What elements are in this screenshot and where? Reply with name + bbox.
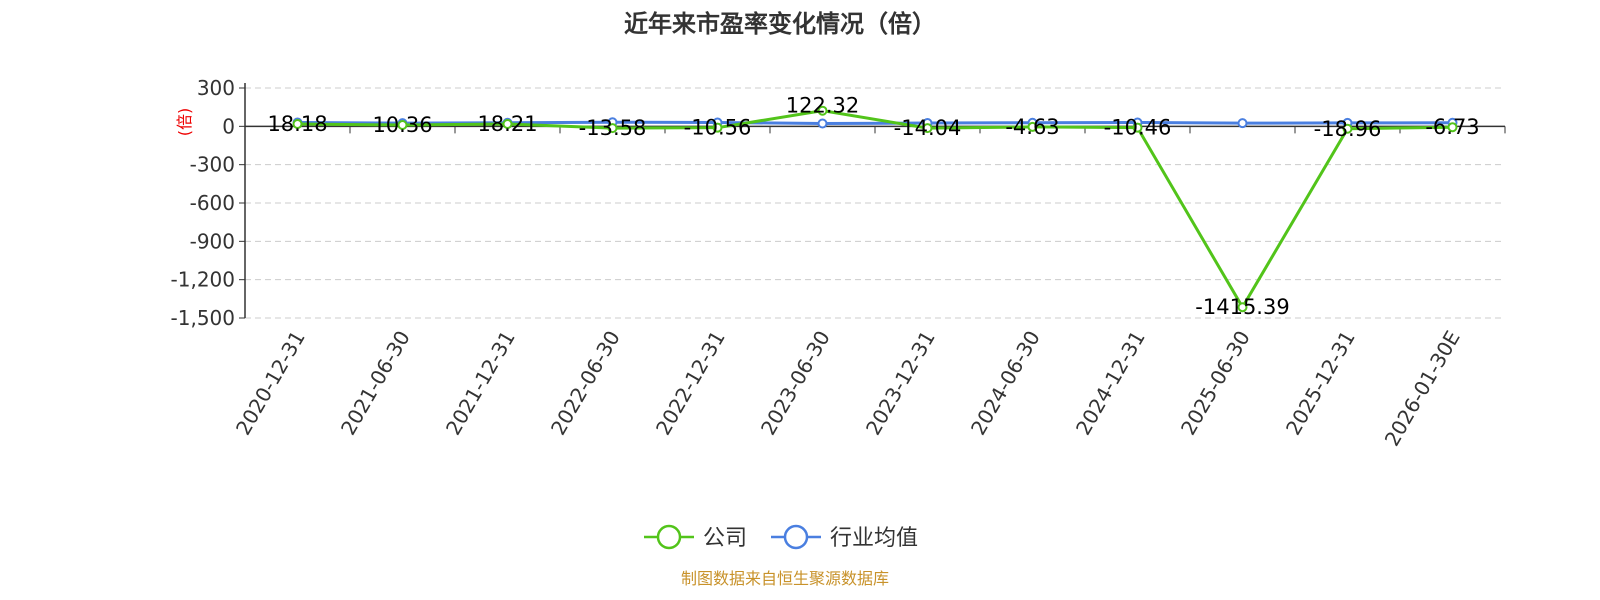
legend: 公司 行业均值 <box>644 524 918 551</box>
y-tick-label: -300 <box>190 153 235 177</box>
x-tick-label: 2023-12-31 <box>861 327 940 440</box>
data-point[interactable] <box>817 118 828 129</box>
data-label: 10.36 <box>372 113 432 137</box>
data-point[interactable] <box>1027 121 1038 132</box>
x-tick-label: 2024-06-30 <box>966 327 1045 440</box>
data-label: -4.63 <box>1005 115 1059 139</box>
data-point[interactable] <box>1237 118 1248 129</box>
data-point[interactable] <box>1132 122 1143 133</box>
y-axis-unit-label: (倍) <box>175 108 194 137</box>
data-label: -10.46 <box>1104 116 1172 140</box>
legend-item-industry-average[interactable]: 行业均值 <box>771 524 918 551</box>
chart-title: 近年来市盈率变化情况（倍） <box>624 10 936 38</box>
legend-item-company[interactable]: 公司 <box>644 524 747 551</box>
x-tick-label: 2022-06-30 <box>546 327 625 440</box>
y-tick-label: -1,500 <box>171 306 235 330</box>
x-tick-label: 2022-12-31 <box>651 327 730 440</box>
x-tick-label: 2021-12-31 <box>441 327 520 440</box>
legend-label: 公司 <box>703 526 747 551</box>
y-tick-label: -900 <box>190 229 235 253</box>
data-label: 122.32 <box>786 94 859 118</box>
data-point[interactable] <box>712 122 723 133</box>
x-tick-label: 2023-06-30 <box>756 327 835 440</box>
data-label: -6.73 <box>1425 115 1479 139</box>
x-tick-label: 2025-06-30 <box>1176 327 1255 440</box>
y-tick-label: -600 <box>190 191 235 215</box>
data-point[interactable] <box>607 123 618 134</box>
legend-marker-icon <box>656 524 682 550</box>
data-label: -14.04 <box>894 116 962 140</box>
y-tick-label: -1,200 <box>171 268 235 292</box>
x-tick-label: 2025-12-31 <box>1281 327 1360 440</box>
data-label: -1415.39 <box>1195 295 1289 319</box>
y-tick-label: 300 <box>197 76 235 100</box>
data-point[interactable] <box>1447 122 1458 133</box>
x-tick-label: 2021-06-30 <box>336 327 415 440</box>
data-point[interactable] <box>502 119 513 130</box>
data-label: -13.58 <box>579 116 647 140</box>
x-tick-label: 2024-12-31 <box>1071 327 1150 440</box>
x-tick-label: 2020-12-31 <box>231 327 310 440</box>
data-source-note: 制图数据来自恒生聚源数据库 <box>681 569 889 588</box>
y-tick-label: 0 <box>222 114 235 138</box>
data-point[interactable] <box>292 119 303 130</box>
data-label: -10.56 <box>684 116 752 140</box>
data-point[interactable] <box>922 123 933 134</box>
legend-marker-icon <box>783 524 809 550</box>
legend-label: 行业均值 <box>830 526 918 551</box>
x-tick-label: 2026-01-30E <box>1380 327 1465 451</box>
data-point[interactable] <box>1237 302 1248 313</box>
series-line <box>297 109 1453 311</box>
data-label: 18.21 <box>477 112 537 136</box>
data-label: 18.18 <box>267 112 327 136</box>
data-point[interactable] <box>397 120 408 131</box>
data-point[interactable] <box>817 105 828 116</box>
data-label: -18.96 <box>1314 117 1382 141</box>
data-point[interactable] <box>1342 123 1353 134</box>
